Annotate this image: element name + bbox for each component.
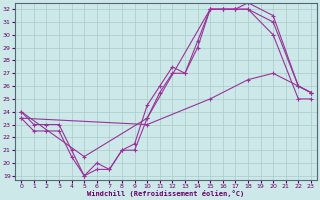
X-axis label: Windchill (Refroidissement éolien,°C): Windchill (Refroidissement éolien,°C) xyxy=(87,190,245,197)
